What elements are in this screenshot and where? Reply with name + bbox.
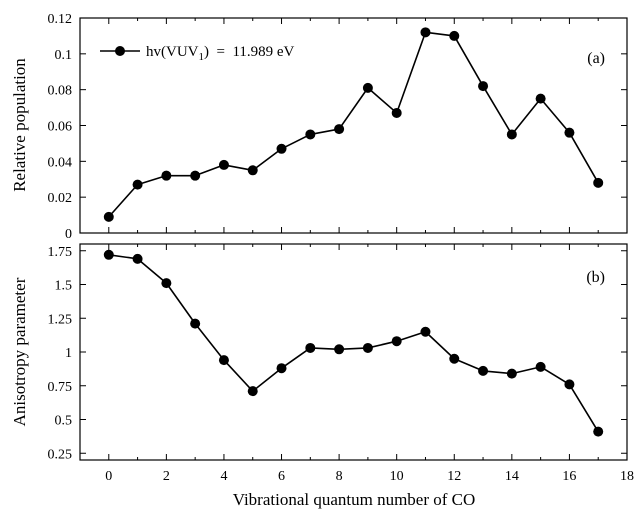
panel-a-point-v4 — [218, 159, 229, 170]
panel-a-series-line — [108, 31, 599, 218]
x-tick-label: 8 — [336, 469, 343, 484]
x-tick-label: 0 — [105, 469, 112, 484]
panel-a-point-v13 — [478, 81, 489, 92]
panel-b-point-v11 — [420, 326, 431, 337]
panel-b-point-v16 — [564, 379, 575, 390]
x-tick-label: 2 — [163, 469, 170, 484]
panel-a-point-v5 — [247, 165, 258, 176]
panel-b-point-v4 — [218, 355, 229, 366]
panel-b-point-v14 — [506, 368, 517, 379]
panel-a-point-v16 — [564, 127, 575, 138]
panel-a-point-v6 — [276, 143, 287, 154]
panel-b-point-v8 — [334, 344, 345, 355]
x-tick-label: 4 — [220, 469, 227, 484]
panel-b-ticks: 0 2 4 6 8 10 12 14 16 18 0.25 0.5 0.75 1 1.25 1.5 1.75 — [48, 244, 634, 484]
panel-a-point-v11 — [420, 27, 431, 38]
panel-a-point-v0 — [103, 211, 114, 222]
panel-b-point-v9 — [362, 342, 373, 353]
y-tick-label: 1.5 — [55, 279, 73, 294]
panel-a-ylabel: Relative population — [10, 58, 29, 192]
panel-a-point-v10 — [391, 107, 402, 118]
panel-b-point-v15 — [535, 361, 546, 372]
panel-a-ticks: 0 0.02 0.04 0.06 0.08 0.1 0.12 — [48, 12, 628, 242]
panel-b-anisotropy-parameter: 0 2 4 6 8 10 12 14 16 18 0.25 0.5 0.75 1 1.25 1.5 1.75 (… — [10, 243, 634, 509]
panel-b-ylabel: Anisotropy parameter — [10, 277, 29, 426]
y-tick-label: 1.75 — [48, 245, 73, 260]
panel-b-point-v1 — [132, 253, 143, 264]
y-tick-label: 0.04 — [48, 155, 73, 170]
panel-b-point-v2 — [161, 278, 172, 289]
y-tick-label: 0.06 — [48, 120, 73, 135]
x-tick-label: 12 — [447, 469, 461, 484]
panel-a-label: (a) — [587, 50, 605, 67]
panel-b-label: (b) — [586, 269, 605, 286]
panel-a-point-v1 — [132, 179, 143, 190]
panel-b-marks — [103, 249, 604, 437]
legend-entry-main: hv(VUV — [146, 44, 199, 60]
panel-b-series-line — [108, 254, 599, 433]
panel-a-marks — [103, 27, 604, 222]
panel-a-point-v17 — [593, 177, 604, 188]
legend: hv(VUV1) = 11.989 eV — [100, 44, 295, 63]
y-tick-label: 0.08 — [48, 84, 73, 99]
panel-b-frame — [79, 243, 628, 461]
y-tick-label: 0.5 — [55, 414, 73, 429]
y-tick-label: 0.25 — [48, 447, 73, 462]
panel-b-point-v0 — [103, 249, 114, 260]
panel-b-point-v10 — [391, 336, 402, 347]
y-tick-label: 1.25 — [48, 312, 73, 327]
y-tick-label: 0.12 — [48, 12, 73, 27]
y-tick-label: 0.1 — [55, 48, 73, 63]
panel-b-point-v5 — [247, 386, 258, 397]
panel-b-point-v17 — [593, 426, 604, 437]
panel-a-point-v12 — [449, 30, 460, 41]
legend-entry-rest: ) = 11.989 eV — [204, 44, 295, 60]
panel-b-point-v12 — [449, 353, 460, 364]
x-tick-label: 6 — [278, 469, 285, 484]
x-tick-label: 10 — [390, 469, 404, 484]
x-tick-label: 14 — [505, 469, 519, 484]
y-tick-label: 0.02 — [48, 191, 73, 206]
panel-b-point-v3 — [190, 318, 201, 329]
x-tick-label: 18 — [620, 469, 634, 484]
panel-b-point-v7 — [305, 342, 316, 353]
y-tick-label: 0.75 — [48, 380, 73, 395]
y-tick-label: 0 — [65, 227, 72, 242]
panel-b-point-v6 — [276, 363, 287, 374]
legend-marker — [115, 46, 125, 56]
panel-a-point-v3 — [190, 170, 201, 181]
y-tick-label: 1 — [65, 346, 72, 361]
panel-a-point-v14 — [506, 129, 517, 140]
panel-a-point-v15 — [535, 93, 546, 104]
panel-b-point-v13 — [478, 365, 489, 376]
panel-a-point-v7 — [305, 129, 316, 140]
panel-a-point-v2 — [161, 170, 172, 181]
x-axis-title: Vibrational quantum number of CO — [233, 490, 476, 509]
legend-entry-sub: 1 — [199, 51, 205, 63]
panel-a-point-v8 — [334, 124, 345, 135]
panel-a-relative-population: 0 0.02 0.04 0.06 0.08 0.1 0.12 (a) Relative po… — [10, 12, 628, 242]
x-tick-label: 16 — [562, 469, 576, 484]
panel-a-point-v9 — [362, 82, 373, 93]
legend-entry: hv(VUV1) = 11.989 eV — [146, 44, 295, 63]
